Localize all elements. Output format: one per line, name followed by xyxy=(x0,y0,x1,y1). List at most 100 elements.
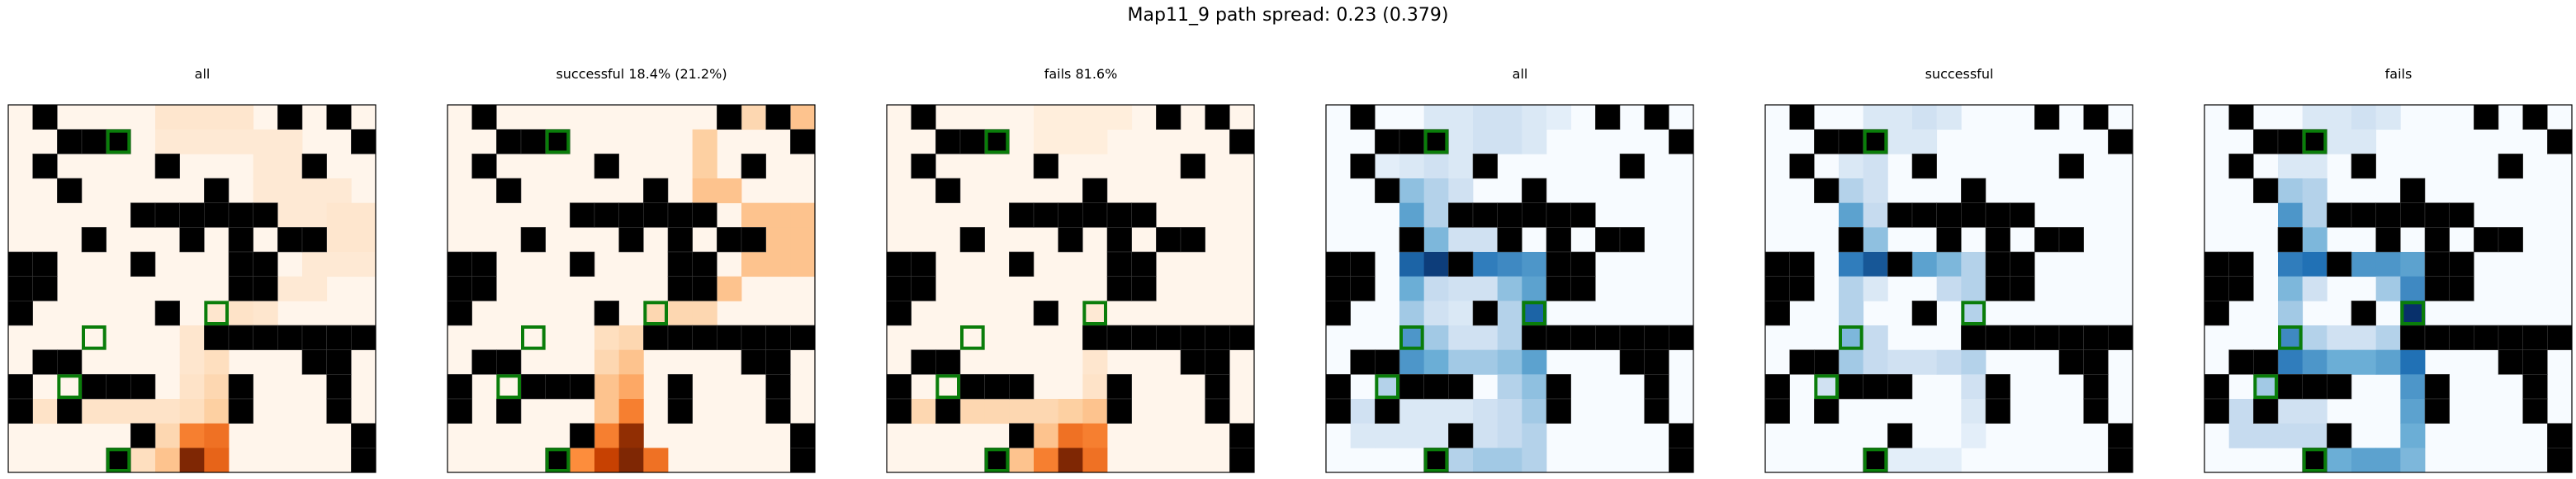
wall-cell xyxy=(1399,374,1424,400)
heat-cell xyxy=(1399,202,1425,228)
wall-cell xyxy=(228,227,253,253)
wall-cell xyxy=(1936,202,1962,228)
wall-cell xyxy=(1131,251,1157,277)
wall-cell xyxy=(594,301,619,326)
wall-cell xyxy=(1082,202,1108,228)
wall-cell xyxy=(1644,374,1669,400)
heat-cell xyxy=(594,423,620,448)
goal-marker xyxy=(2302,129,2327,154)
wall-cell xyxy=(1546,374,1571,400)
heat-cell xyxy=(2400,349,2426,375)
goal-marker xyxy=(1961,301,1986,326)
heat-cell xyxy=(2278,325,2304,351)
wall-cell xyxy=(2351,154,2376,179)
goal-marker xyxy=(2302,448,2327,472)
heat-cell xyxy=(692,154,717,179)
heat-cell xyxy=(692,301,717,326)
heat-cell xyxy=(277,129,303,154)
wall-cell xyxy=(2424,227,2450,253)
wall-cell xyxy=(1156,325,1181,350)
heat-cell xyxy=(155,448,181,473)
heat-cell xyxy=(1399,349,1425,375)
heat-cell xyxy=(2351,252,2377,277)
wall-cell xyxy=(7,276,33,301)
heat-cell xyxy=(2327,349,2352,375)
wall-cell xyxy=(32,251,58,277)
heat-cell xyxy=(229,129,254,154)
wall-cell xyxy=(643,325,669,350)
heat-cell xyxy=(2375,448,2401,473)
wall-cell xyxy=(2228,154,2254,179)
wall-cell xyxy=(2228,104,2254,130)
wall-cell xyxy=(326,374,352,400)
wall-cell xyxy=(1570,251,1596,277)
wall-cell xyxy=(1546,202,1571,228)
heat-cell xyxy=(2302,276,2327,301)
wall-cell xyxy=(7,251,33,277)
heat-cell xyxy=(1863,276,1888,301)
wall-cell xyxy=(204,325,230,350)
goal-marker xyxy=(1423,448,1449,472)
wall-cell xyxy=(692,276,717,301)
wall-cell xyxy=(326,325,352,350)
heat-cell xyxy=(1423,154,1449,179)
heat-cell xyxy=(1522,374,1547,400)
wall-cell xyxy=(1448,374,1474,400)
heat-cell xyxy=(2302,349,2327,375)
wall-cell xyxy=(667,398,693,424)
heat-cell xyxy=(1912,448,1938,473)
wall-cell xyxy=(179,227,205,253)
wall-cell xyxy=(2424,276,2450,301)
heat-cell xyxy=(790,202,816,228)
wall-cell xyxy=(447,276,472,301)
wall-cell xyxy=(1961,202,1986,228)
wall-cell xyxy=(2253,398,2279,424)
wall-cell xyxy=(2083,104,2109,130)
goal-marker xyxy=(1082,301,1108,326)
heat-cell xyxy=(1082,399,1108,424)
wall-cell xyxy=(520,129,546,154)
heat-cell xyxy=(1034,423,1059,448)
heat-cell xyxy=(326,227,352,253)
wall-cell xyxy=(1180,154,1205,179)
wall-cell xyxy=(765,349,791,375)
wall-cell xyxy=(911,104,936,130)
wall-cell xyxy=(2424,325,2450,350)
heat-cell xyxy=(1448,154,1474,179)
wall-cell xyxy=(1619,227,1645,253)
wall-cell xyxy=(1838,227,1863,253)
heat-cell xyxy=(668,301,694,326)
heat-cell xyxy=(179,374,205,400)
wall-cell xyxy=(1814,129,1840,154)
heat-cell xyxy=(82,399,107,424)
wall-cell xyxy=(643,202,669,228)
wall-cell xyxy=(1350,154,1376,179)
wall-cell xyxy=(2108,423,2133,448)
wall-cell xyxy=(2108,448,2133,473)
heat-cell xyxy=(2400,276,2426,301)
heat-cell xyxy=(1423,325,1449,351)
wall-cell xyxy=(2474,227,2499,253)
wall-cell xyxy=(301,227,327,253)
heat-cell xyxy=(717,178,742,204)
wall-cell xyxy=(1595,325,1621,350)
heat-cell xyxy=(351,202,376,228)
wall-cell xyxy=(57,349,83,375)
wall-cell xyxy=(2108,129,2133,154)
heat-cell xyxy=(1399,399,1425,424)
wall-cell xyxy=(935,178,961,203)
heat-cell xyxy=(1473,423,1499,448)
heat-cell xyxy=(1034,448,1059,473)
wall-cell xyxy=(496,398,522,424)
heat-cell xyxy=(1473,227,1499,253)
heat-cell xyxy=(302,276,328,301)
wall-cell xyxy=(1936,227,1962,253)
wall-cell xyxy=(1838,129,1863,154)
wall-cell xyxy=(911,154,936,179)
wall-cell xyxy=(2083,398,2109,424)
wall-cell xyxy=(741,154,766,179)
wall-cell xyxy=(1448,423,1474,448)
heat-cell xyxy=(1009,448,1035,473)
heat-cell xyxy=(765,202,791,228)
heat-cell xyxy=(1936,252,1962,277)
